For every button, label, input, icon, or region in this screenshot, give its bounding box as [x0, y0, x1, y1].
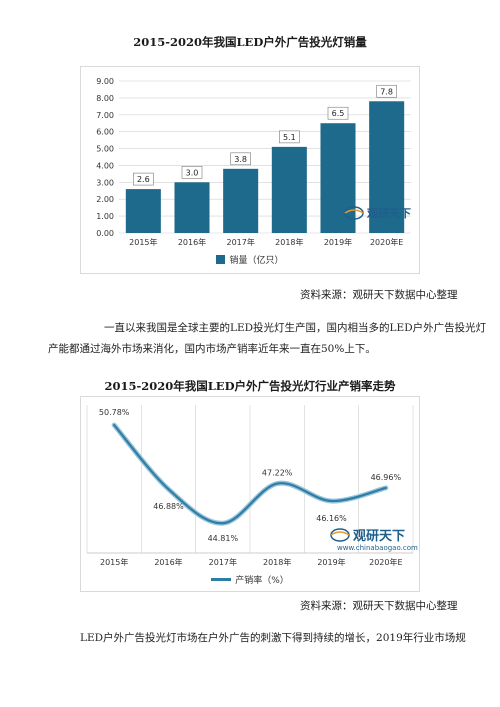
bar-legend-swatch: [216, 255, 226, 264]
bar-value-box: [230, 152, 251, 166]
line-legend: 产销率（%）: [81, 573, 419, 586]
globe-logo-icon: [330, 527, 350, 542]
bar: [174, 182, 210, 233]
watermark-name: 观研天下: [353, 529, 406, 544]
line-xtick-label: 2016年: [154, 557, 182, 567]
series-line: [113, 423, 387, 525]
bar-xtick-label: 2016年: [178, 237, 206, 247]
bar-ytick-label: 2.00: [96, 195, 114, 204]
bar-xtick-label: 2018年: [275, 237, 303, 247]
source-note-1: 资料来源：观研天下数据中心整理: [300, 289, 458, 301]
line-legend-label: 产销率（%）: [235, 576, 289, 586]
watermark-name: 观研天下: [367, 207, 411, 220]
line-xtick-label: 2015年: [100, 557, 128, 567]
line-value-label: 46.16%: [316, 514, 347, 523]
bar-legend: 销量（亿只）: [81, 253, 419, 266]
line-legend-swatch: [211, 578, 232, 581]
watermark-logo-2: 观研天下 www.chinabaogao.com: [329, 525, 418, 552]
bar-legend-label: 销量（亿只）: [229, 256, 284, 266]
line-xtick-label: 2018年: [263, 557, 291, 567]
line-chart-title: 2015-2020年我国LED户外广告投光灯行业产销率走势: [104, 379, 396, 393]
bar-ytick-label: 6.00: [96, 128, 114, 137]
line-value-label: 47.22%: [262, 469, 293, 478]
bar: [223, 168, 259, 233]
bar-chart-svg: 0.00 1.00 2.00 3.00 4.00 5.00 6.00 7.00 8.00 9.00…: [96, 77, 411, 247]
bar-ytick-label: 7.00: [96, 111, 114, 120]
paragraph-2-line-1: LED户外广告投光灯市场在户外广告的刺激下得到持续的增长，2019年行业市场规: [80, 632, 466, 644]
bar-xtick-label: 2017年: [226, 237, 254, 247]
bar-value-box: [376, 84, 397, 98]
line-value-label: 46.96%: [371, 473, 402, 482]
source-note-2: 资料来源：观研天下数据中心整理: [300, 600, 458, 612]
bar-value-label: 3.8: [234, 155, 247, 164]
bar-value-box: [181, 166, 203, 179]
watermark-logo-1: 观研天下: [343, 205, 411, 221]
bar: [271, 146, 307, 233]
bar-value-label: 5.1: [283, 133, 296, 142]
line-xtick-label: 2020年E: [369, 557, 402, 567]
bar-ytick-label: 8.00: [96, 94, 114, 103]
bar-xtick-label: 2019年: [324, 237, 352, 247]
paragraph-1-line-1: 一直以来我国是全球主要的LED投光灯生产国，国内相当多的LED户外广告投光灯: [104, 322, 487, 334]
bar-value-box: [327, 106, 349, 120]
bar-xtick-label: 2015年: [129, 237, 157, 247]
bar-ytick-label: 3.00: [96, 178, 114, 187]
line-xtick-label: 2019年: [317, 557, 345, 567]
globe-logo-icon: [344, 206, 364, 220]
paragraph-1-line-2: 产能都通过海外市场来消化，国内市场产销率近年来一直在50%上下。: [48, 343, 376, 355]
bar-ytick-label: 9.00: [96, 77, 114, 86]
bar-value-box: [279, 130, 300, 144]
line-value-label: 44.81%: [208, 534, 239, 543]
bar-value-label: 7.8: [380, 87, 393, 96]
bar-ytick-label: 1.00: [96, 212, 114, 221]
bar: [320, 123, 356, 233]
bar-ytick-label: 5.00: [96, 145, 114, 154]
bar-ytick-label: 0.00: [96, 229, 114, 238]
line-value-label: 50.78%: [99, 408, 130, 417]
bar-value-label: 2.6: [137, 175, 150, 184]
line-xtick-label: 2017年: [209, 557, 237, 567]
line-value-label: 46.88%: [153, 502, 184, 511]
bar-chart-frame: 0.00 1.00 2.00 3.00 4.00 5.00 6.00 7.00 8.00 9.00…: [80, 66, 420, 274]
bar-chart-title: 2015-2020年我国LED户外广告投光灯销量: [133, 35, 367, 49]
bar-ytick-label: 4.00: [96, 161, 114, 170]
bar-xtick-label: 2020年E: [370, 237, 403, 247]
line-chart-svg: 50.78% 2015年 46.88% 2016年 44.81% 2017年 47.22% 2…: [86, 405, 414, 567]
bar-value-label: 3.0: [186, 168, 199, 177]
bar-value-box: [133, 172, 154, 186]
line-chart-frame: 50.78% 2015年 46.88% 2016年 44.81% 2017年 47.22% 2…: [80, 396, 420, 592]
bar: [369, 101, 405, 233]
bar: [125, 189, 161, 233]
bar-value-label: 6.5: [332, 109, 345, 118]
watermark-url: www.chinabaogao.com: [337, 544, 418, 552]
